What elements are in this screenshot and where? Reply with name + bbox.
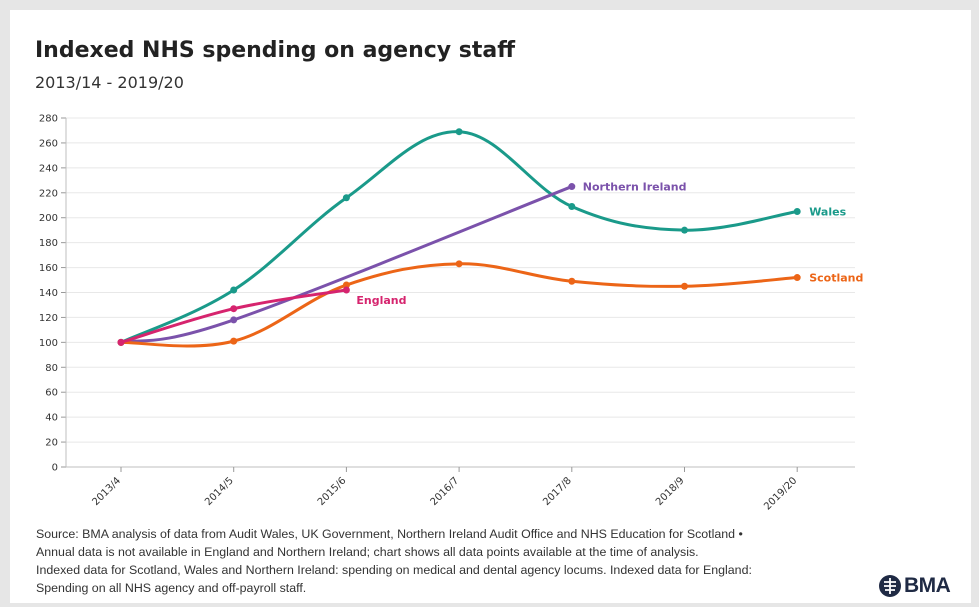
x-tick-label: 2014/5: [203, 475, 236, 508]
logo-text: BMA: [904, 574, 951, 597]
footnote-line: Indexed data for Scotland, Wales and Nor…: [36, 563, 752, 577]
footnote-line: Source: BMA analysis of data from Audit …: [36, 527, 743, 541]
data-point-scotland: [568, 277, 576, 285]
y-tick-label: 140: [39, 288, 58, 299]
series-label-northern-ireland: Northern Ireland: [583, 181, 687, 194]
bma-logo: BMA: [878, 574, 951, 598]
data-point-wales: [455, 128, 463, 136]
data-point-scotland: [455, 260, 463, 268]
y-tick-label: 180: [39, 238, 58, 249]
data-point-wales: [230, 286, 238, 294]
data-point-scotland: [230, 337, 238, 345]
data-point-northern-ireland: [230, 316, 238, 324]
y-tick-label: 20: [45, 438, 58, 449]
series-line-scotland: [119, 262, 799, 348]
chart-subtitle: 2013/14 - 2019/20: [35, 73, 184, 92]
bma-logo-icon: [879, 575, 901, 597]
data-point-wales: [342, 194, 350, 202]
y-tick-label: 80: [45, 363, 58, 374]
chart-card: Indexed NHS spending on agency staff 201…: [10, 10, 971, 603]
data-point-scotland: [793, 274, 801, 282]
x-tick-label: 2017/8: [541, 475, 574, 508]
data-point-northern-ireland: [568, 183, 576, 191]
data-point-scotland: [681, 282, 688, 290]
y-tick-label: 120: [39, 313, 58, 324]
data-point-england: [117, 338, 125, 346]
line-chart: 0 20 40 60 80 100 120 140 160 180 200 220 240 260 280 2…: [39, 114, 863, 511]
y-tick-label: 220: [39, 188, 58, 199]
data-point-wales: [793, 207, 801, 215]
y-tick-label: 240: [39, 163, 58, 174]
x-tick-label: 2016/7: [429, 475, 462, 508]
y-tick-label: 160: [39, 263, 58, 274]
data-point-england: [230, 305, 238, 313]
chart-title: Indexed NHS spending on agency staff: [35, 38, 516, 63]
data-point-scotland: [342, 281, 350, 289]
data-point-wales: [568, 202, 576, 210]
y-tick-label: 100: [39, 338, 58, 349]
y-tick-label: 280: [39, 114, 58, 125]
y-tick-label: 260: [39, 138, 58, 149]
source-footnote: Source: BMA analysis of data from Audit …: [36, 525, 866, 597]
y-tick-label: 200: [39, 213, 58, 224]
footnote-line: Spending on all NHS agency and off-payro…: [36, 581, 307, 595]
x-tick-label: 2013/4: [90, 475, 123, 508]
y-tick-label: 60: [45, 388, 58, 399]
x-tick-label: 2018/9: [654, 475, 687, 508]
x-tick-label: 2019/20: [762, 475, 799, 510]
data-point-england: [342, 286, 350, 294]
x-tick-label: 2015/6: [316, 475, 349, 508]
footnote-line: Annual data is not available in England …: [36, 545, 699, 559]
series-line-england: [119, 288, 348, 344]
data-point-wales: [681, 226, 688, 234]
y-tick-label: 0: [52, 463, 58, 474]
series-label-england: England: [356, 294, 406, 307]
y-tick-label: 40: [45, 413, 58, 424]
series-line-northern-ireland: [119, 185, 574, 344]
series-label-wales: Wales: [809, 205, 846, 218]
series-label-scotland: Scotland: [809, 272, 863, 285]
